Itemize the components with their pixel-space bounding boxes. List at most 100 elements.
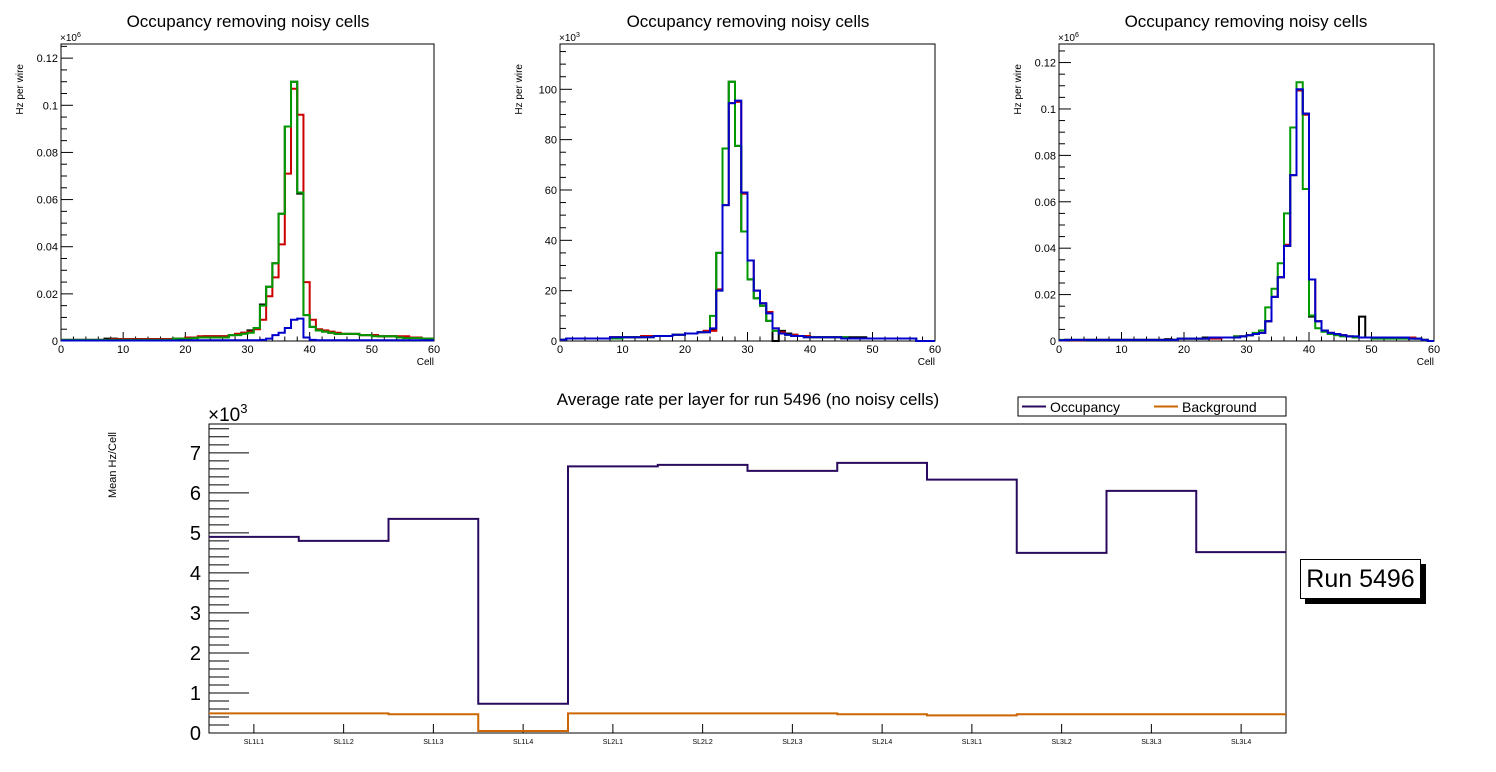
- histogram-plot-2: Occupancy removing noisy cells ×103 Hz per…: [514, 12, 941, 368]
- y-tick-label: 4: [190, 563, 201, 585]
- y-tick-label: 0: [190, 723, 201, 745]
- x-tick-label: 10: [616, 344, 628, 356]
- legend-label-background: Background: [1182, 399, 1257, 415]
- y-tick-label: 0.12: [37, 53, 58, 65]
- series-background-line: [209, 712, 1286, 732]
- series-black-line: [1059, 89, 1434, 342]
- chart-title: Average rate per layer for run 5496 (no …: [557, 390, 939, 409]
- x-tick-label: 40: [1303, 344, 1315, 356]
- x-tick-label: SL1L1: [244, 739, 264, 746]
- series-blue-line: [560, 99, 935, 342]
- run-label: Run 5496: [1306, 565, 1415, 593]
- legend: Occupancy Background: [1017, 396, 1287, 417]
- y-tick-label: 0.04: [37, 242, 58, 254]
- x-tick-label: 0: [557, 344, 563, 356]
- x-tick-label: SL3L4: [1231, 739, 1251, 746]
- y-tick-label: 0.1: [43, 100, 58, 112]
- y-axis-label: Mean Hz/Cell: [107, 432, 119, 498]
- series-green-line: [1059, 81, 1434, 342]
- x-tick-label: SL2L4: [872, 739, 892, 746]
- series-occupancy-line: [209, 461, 1286, 705]
- chart-title: Occupancy removing noisy cells: [627, 12, 870, 31]
- x-tick-label: 20: [179, 344, 191, 356]
- series-black-line: [61, 80, 434, 341]
- y-exponent-base: ×10: [559, 33, 576, 44]
- y-tick-label: 60: [545, 185, 557, 197]
- x-axis-label: Cell: [918, 357, 935, 368]
- y-exponent-label: ×106: [1058, 32, 1079, 44]
- series-blue-line: [1059, 88, 1434, 342]
- y-tick-label: 80: [545, 135, 557, 147]
- series-blue-line: [61, 317, 434, 342]
- legend-label-occupancy: Occupancy: [1050, 399, 1120, 415]
- x-axis-label: Cell: [417, 357, 434, 368]
- x-tick-label: SL2L2: [693, 739, 713, 746]
- y-tick-label: 0.08: [37, 147, 58, 159]
- chart-title: Occupancy removing noisy cells: [1125, 12, 1368, 31]
- y-exponent-power: 3: [240, 401, 247, 416]
- y-tick-label: 0.12: [1035, 58, 1056, 70]
- plot-frame: [208, 423, 1287, 734]
- x-tick-label: SL1L2: [334, 739, 354, 746]
- y-tick-label: 1: [190, 683, 201, 705]
- y-tick-label: 40: [545, 235, 557, 247]
- y-tick-label: 3: [190, 603, 201, 625]
- chart-title: Occupancy removing noisy cells: [127, 12, 370, 31]
- x-tick-label: SL2L1: [603, 739, 623, 746]
- y-tick-label: 7: [190, 443, 201, 465]
- y-exponent-base: ×10: [60, 33, 77, 44]
- y-tick-label: 0.04: [1035, 243, 1056, 255]
- histogram-plot-1: Occupancy removing noisy cells ×106 Hz per…: [15, 12, 440, 368]
- y-exponent-label: ×106: [60, 32, 81, 44]
- x-tick-label: 0: [1056, 344, 1062, 356]
- histogram-plot-3: Occupancy removing noisy cells ×106 Hz per…: [1013, 12, 1440, 368]
- y-axis-label: Hz per wire: [1013, 64, 1024, 115]
- x-tick-label: 60: [428, 344, 440, 356]
- y-tick-label: 20: [545, 286, 557, 298]
- x-tick-label: 50: [866, 344, 878, 356]
- x-tick-label: 0: [58, 344, 64, 356]
- x-axis-label: Cell: [1417, 357, 1434, 368]
- x-tick-label: 20: [1178, 344, 1190, 356]
- x-tick-label: SL2L3: [782, 739, 802, 746]
- legend-frame: [1017, 396, 1287, 417]
- x-tick-label: SL3L1: [962, 739, 982, 746]
- y-exponent-label: ×103: [208, 401, 247, 426]
- y-exponent-power: 3: [576, 32, 580, 39]
- x-tick-label: 30: [741, 344, 753, 356]
- y-tick-label: 0.02: [1035, 290, 1056, 302]
- y-exponent-base: ×10: [208, 405, 240, 426]
- y-axis-label: Hz per wire: [514, 64, 525, 115]
- y-exponent-label: ×103: [559, 32, 580, 44]
- y-tick-label: 0.02: [37, 289, 58, 301]
- x-tick-label: 30: [241, 344, 253, 356]
- y-exponent-base: ×10: [1058, 33, 1075, 44]
- x-tick-label: 30: [1240, 344, 1252, 356]
- x-tick-label: SL1L4: [513, 739, 533, 746]
- y-tick-label: 5: [190, 523, 201, 545]
- x-tick-label: 60: [1428, 344, 1440, 356]
- x-tick-label: SL3L3: [1141, 739, 1161, 746]
- x-tick-label: 10: [117, 344, 129, 356]
- y-axis-label: Hz per wire: [15, 64, 26, 115]
- layer-rate-plot: Average rate per layer for run 5496 (no …: [107, 390, 1287, 746]
- y-tick-label: 100: [539, 84, 557, 96]
- series-red-line: [1059, 89, 1434, 342]
- y-tick-label: 0.08: [1035, 150, 1056, 162]
- x-tick-label: 20: [679, 344, 691, 356]
- x-tick-label: 50: [366, 344, 378, 356]
- x-tick-label: 10: [1115, 344, 1127, 356]
- plot-frame: [1058, 43, 1435, 342]
- y-exponent-power: 6: [77, 32, 81, 39]
- series-green-line: [61, 80, 434, 341]
- run-label-box: Run 5496: [1300, 559, 1421, 599]
- y-tick-label: 0: [1050, 336, 1056, 348]
- y-exponent-power: 6: [1075, 32, 1079, 39]
- x-tick-label: 40: [804, 344, 816, 356]
- y-tick-label: 2: [190, 643, 201, 665]
- y-tick-label: 6: [190, 483, 201, 505]
- plot-frame: [60, 43, 435, 342]
- y-tick-label: 0: [551, 336, 557, 348]
- y-tick-label: 0: [52, 336, 58, 348]
